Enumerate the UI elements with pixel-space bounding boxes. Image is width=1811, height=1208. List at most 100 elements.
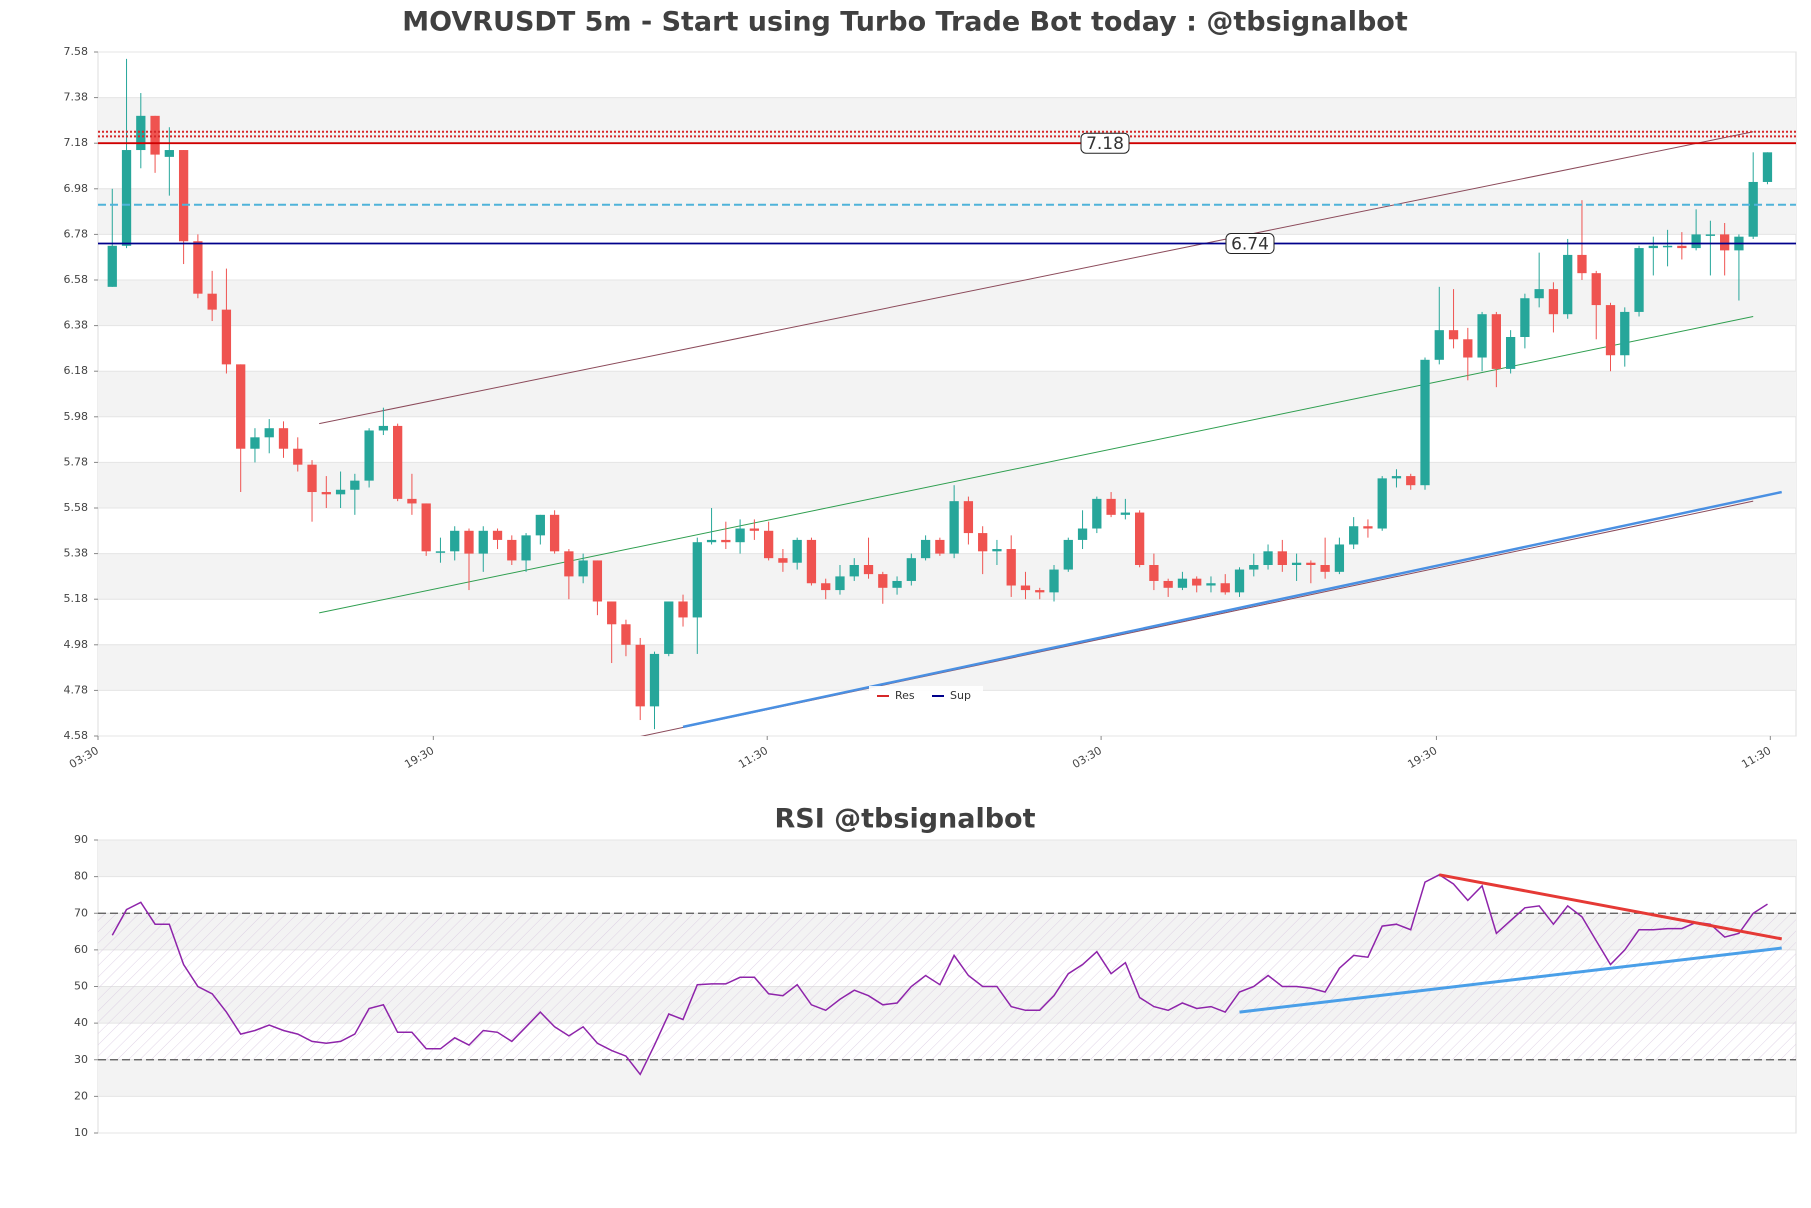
candle-body xyxy=(1748,181,1758,237)
trendline xyxy=(640,500,1754,736)
level-label-box xyxy=(1080,132,1130,154)
candle-body xyxy=(335,489,346,495)
legend-label: Sup xyxy=(950,689,971,702)
y-tick-label: 5.98 xyxy=(64,410,89,423)
candle-body xyxy=(949,501,959,554)
x-tick-label: 03:30 xyxy=(67,744,101,771)
candle-body xyxy=(1705,234,1716,236)
y-tick-label: 70 xyxy=(74,906,88,919)
candle-body xyxy=(1349,526,1359,545)
candle-body xyxy=(1106,498,1116,515)
y-tick-label: 4.98 xyxy=(64,638,89,651)
candle-body xyxy=(435,551,446,553)
candle-body xyxy=(920,539,931,559)
candle-body xyxy=(464,530,474,554)
candle-body xyxy=(178,150,189,242)
y-tick-label: 50 xyxy=(74,980,88,993)
candle-body xyxy=(621,624,631,645)
y-tick-label: 6.38 xyxy=(64,319,89,332)
grid-band xyxy=(98,644,1796,691)
candle-body xyxy=(236,364,246,449)
candle-body xyxy=(578,560,588,577)
candle-body xyxy=(1206,583,1216,586)
candle-body xyxy=(121,150,132,246)
x-tick-label: 19:30 xyxy=(402,744,436,771)
candle-body xyxy=(250,437,260,449)
x-tick-label: 11:30 xyxy=(736,744,770,771)
legend-box xyxy=(869,686,983,706)
y-tick-label: 80 xyxy=(74,870,88,883)
candle-body xyxy=(863,565,874,575)
candle-body xyxy=(1234,569,1245,593)
candle-body xyxy=(764,530,774,559)
candle-body xyxy=(1491,314,1501,369)
candle-body xyxy=(892,580,902,588)
y-tick-label: 5.18 xyxy=(64,592,89,605)
candle-body xyxy=(507,539,517,561)
candle-body xyxy=(778,558,788,563)
y-tick-label: 10 xyxy=(74,1126,88,1139)
candle-body xyxy=(1177,578,1188,588)
y-tick-label: 40 xyxy=(74,1016,88,1029)
candle-body xyxy=(321,492,331,495)
candle-body xyxy=(1149,565,1159,581)
candle-body xyxy=(1120,512,1130,515)
grid-band xyxy=(98,1059,1796,1097)
candle-body xyxy=(792,539,802,563)
trendline xyxy=(1239,946,1782,1014)
trendline xyxy=(319,131,1754,425)
level-label-box xyxy=(1225,233,1275,255)
y-tick-label: 7.38 xyxy=(64,91,89,104)
candle-body xyxy=(136,115,146,151)
candle-body xyxy=(307,464,317,493)
x-tick-label: 03:30 xyxy=(1070,744,1104,771)
grid-band xyxy=(98,280,1796,326)
y-tick-label: 6.78 xyxy=(64,227,89,240)
y-tick-label: 30 xyxy=(74,1053,88,1066)
rsi-line xyxy=(111,873,1768,1076)
candle-body xyxy=(806,539,817,584)
grid-band xyxy=(98,462,1796,508)
candle-body xyxy=(1605,305,1616,356)
candle-body xyxy=(706,539,717,543)
chart-title: MOVRUSDT 5m - Start using Turbo Trade Bo… xyxy=(402,7,1408,38)
y-tick-label: 6.58 xyxy=(64,273,89,286)
candle-body xyxy=(1020,585,1031,591)
candle-body xyxy=(1092,498,1102,529)
candle-body xyxy=(992,549,1002,552)
candle-body xyxy=(1463,339,1473,358)
candle-body xyxy=(1406,476,1416,486)
candle-body xyxy=(350,480,360,490)
candle-body xyxy=(935,539,945,554)
candle-body xyxy=(378,425,389,431)
candle-body xyxy=(1249,565,1259,570)
candle-body xyxy=(1448,330,1459,340)
grid-band xyxy=(98,371,1796,417)
candle-body xyxy=(1420,359,1430,486)
candle-body xyxy=(164,150,174,157)
candle-body xyxy=(1434,330,1444,360)
candle-body xyxy=(607,601,617,625)
y-tick-label: 4.78 xyxy=(64,683,89,696)
candle-body xyxy=(221,309,232,365)
y-tick-label: 7.18 xyxy=(64,136,89,149)
trendline xyxy=(1439,873,1783,941)
candle-body xyxy=(635,644,645,707)
level-label: 6.74 xyxy=(1231,235,1269,255)
candle-body xyxy=(193,241,203,294)
candle-body xyxy=(692,542,702,618)
candle-body xyxy=(978,533,988,552)
candle-body xyxy=(564,551,574,577)
candle-body xyxy=(1192,578,1202,586)
candle-body xyxy=(1220,583,1230,593)
candle-body xyxy=(1077,528,1088,540)
candle-body xyxy=(821,583,831,591)
candle-body xyxy=(1563,254,1573,315)
x-tick-label: 19:30 xyxy=(1405,744,1439,771)
candle-body xyxy=(1263,551,1273,565)
candle-body xyxy=(1577,254,1587,274)
candle-body xyxy=(963,501,974,534)
candle-body xyxy=(1591,273,1601,306)
grid-band xyxy=(98,188,1796,235)
